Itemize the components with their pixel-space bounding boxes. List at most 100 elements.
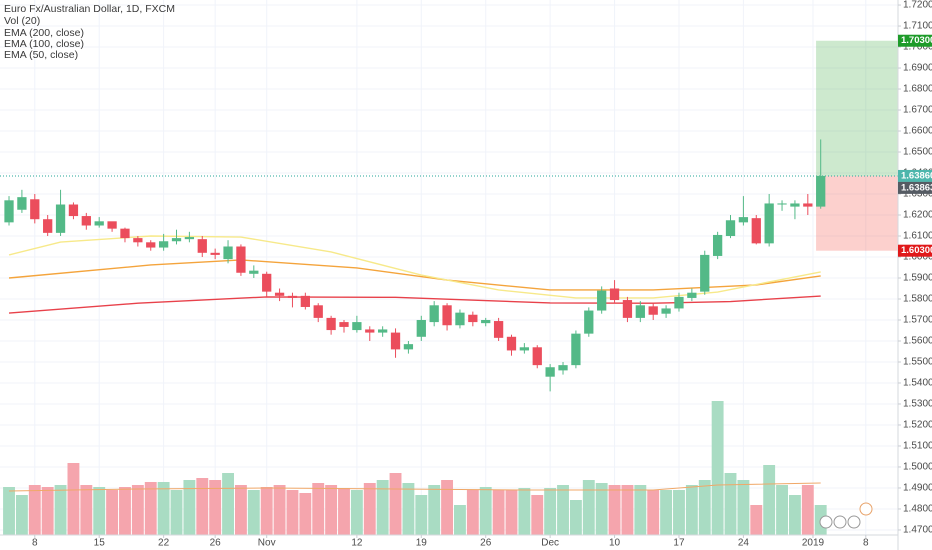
- price-axis-bg: [898, 0, 932, 550]
- volume-bar: [54, 485, 67, 535]
- volume-bar: [750, 505, 763, 535]
- y-tick-label: 1.70000: [903, 42, 932, 53]
- candle-body: [352, 322, 362, 331]
- legend: Euro Fx/Australian Dollar, 1D, FXCM Vol …: [4, 3, 175, 61]
- candle-body: [339, 322, 349, 327]
- volume-bar: [788, 495, 801, 535]
- x-tick-label: Nov: [258, 538, 276, 549]
- candle-body: [532, 347, 542, 366]
- volume-bar: [801, 485, 814, 535]
- x-tick-label: 8: [863, 538, 869, 549]
- candle-body: [545, 367, 555, 377]
- candle-body: [661, 308, 671, 314]
- volume-bar: [389, 473, 402, 535]
- volume-bar: [209, 480, 222, 535]
- volume-ma-line: [9, 482, 821, 492]
- legend-indicator: EMA (200, close): [4, 27, 84, 39]
- icon[interactable]: [859, 502, 873, 516]
- y-tick-label: 1.48000: [903, 504, 932, 515]
- legend-indicator: EMA (50, close): [4, 49, 78, 61]
- volume-bar: [234, 485, 247, 535]
- price-tag-label: 1.70300: [901, 35, 932, 46]
- candle-body: [738, 217, 749, 223]
- volume-bar: [119, 487, 131, 535]
- candle-body: [210, 252, 220, 255]
- candle-body: [803, 203, 813, 207]
- candle-body: [712, 234, 723, 256]
- x-tick-label: 8: [32, 538, 38, 549]
- loss-zone: [816, 175, 898, 251]
- volume-bar: [608, 485, 621, 535]
- y-tick-label: 1.57000: [903, 315, 932, 326]
- x-tick-label: 17: [673, 538, 685, 549]
- volume-bar: [273, 485, 286, 535]
- volume-bar: [466, 490, 479, 535]
- candle-body: [223, 246, 233, 260]
- volume-bar: [222, 473, 234, 535]
- candle-body: [43, 219, 53, 233]
- volume-bar: [492, 490, 505, 535]
- y-tick-label: 1.63000: [903, 189, 932, 200]
- candle-body: [81, 216, 91, 226]
- candle-body: [68, 204, 79, 217]
- price-tag-label: 1.63863: [901, 182, 932, 193]
- y-tick-label: 1.50000: [903, 462, 932, 473]
- candle-body: [700, 254, 710, 292]
- candle-body: [236, 246, 246, 273]
- volume-bar: [685, 485, 698, 535]
- volume-bar: [170, 490, 183, 535]
- x-tick-label: 15: [94, 538, 106, 549]
- toolbar-icons[interactable]: [819, 502, 873, 529]
- candle-body: [171, 238, 182, 242]
- volume-bar: [376, 480, 389, 535]
- volume-bar: [325, 485, 338, 535]
- candle-body: [326, 317, 336, 331]
- y-tick-label: 1.66000: [903, 126, 932, 137]
- candle-body: [120, 228, 130, 239]
- x-tick-label: 26: [210, 538, 222, 549]
- y-tick-label: 1.53000: [903, 399, 932, 410]
- candle-body: [519, 347, 530, 351]
- volume-bar: [67, 463, 80, 535]
- volume-bar: [569, 500, 582, 535]
- volume-bar: [157, 482, 170, 535]
- y-tick-label: 1.58000: [903, 294, 932, 305]
- icon[interactable]: [847, 515, 861, 529]
- y-tick-label: 1.69000: [903, 63, 932, 74]
- candle-body: [146, 242, 156, 248]
- volume-bar: [80, 485, 93, 535]
- volume-bar: [711, 401, 724, 535]
- candle-body: [609, 288, 620, 301]
- candle-body: [455, 312, 465, 326]
- volume-bar: [338, 488, 350, 535]
- x-tick-label: 2019: [802, 538, 825, 549]
- x-tick-label: 26: [480, 538, 492, 549]
- y-tick-label: 1.61000: [903, 231, 932, 242]
- icon[interactable]: [819, 515, 833, 529]
- volume-bar: [647, 490, 660, 535]
- y-tick-label: 1.67000: [903, 105, 932, 116]
- volume-bar: [93, 487, 106, 535]
- candle-body: [597, 290, 607, 311]
- volume-bar: [183, 480, 196, 535]
- candle-body: [635, 305, 645, 318]
- candles: [4, 139, 826, 392]
- price-tag-label: 1.60300: [901, 245, 932, 256]
- icon[interactable]: [833, 515, 847, 529]
- grid: [0, 0, 898, 535]
- x-tick-label: 12: [351, 538, 363, 549]
- candle-body: [184, 237, 195, 240]
- price-tag: [898, 34, 932, 47]
- candle-body: [429, 305, 439, 323]
- candle-body: [468, 314, 478, 323]
- candle-body: [622, 300, 633, 318]
- volume-bar: [441, 480, 454, 535]
- candle-body: [584, 310, 594, 334]
- y-tick-label: 1.60000: [903, 252, 932, 263]
- candle-body: [94, 221, 104, 226]
- candle-body: [481, 319, 491, 324]
- candle-body: [790, 203, 800, 207]
- volume-bar: [3, 487, 15, 535]
- candle-body: [287, 295, 298, 298]
- candle-body: [390, 332, 401, 350]
